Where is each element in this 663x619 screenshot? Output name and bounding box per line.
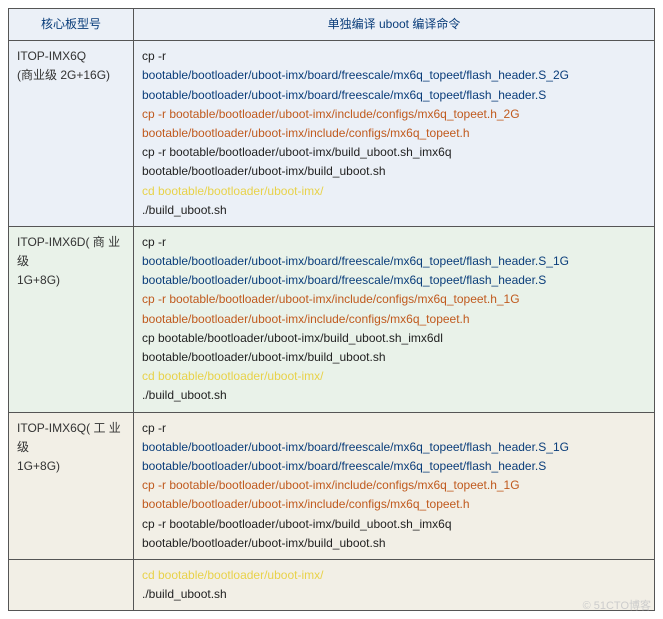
model-text: ITOP-IMX6Q( 工 业 级 xyxy=(17,421,121,454)
command-line: cd bootable/bootloader/uboot-imx/ xyxy=(142,566,646,585)
header-model: 核心板型号 xyxy=(9,9,134,41)
command-line: cp -r bootable/bootloader/uboot-imx/buil… xyxy=(142,515,646,534)
command-line: bootable/bootloader/uboot-imx/board/free… xyxy=(142,86,646,105)
model-text: ITOP-IMX6D( 商 业 级 xyxy=(17,235,120,268)
model-cell xyxy=(9,559,134,610)
command-line: cp -r xyxy=(142,419,646,438)
command-line: cd bootable/bootloader/uboot-imx/ xyxy=(142,367,646,386)
command-line: cp -r xyxy=(142,47,646,66)
command-line: bootable/bootloader/uboot-imx/include/co… xyxy=(142,495,646,514)
model-cell: ITOP-IMX6D( 商 业 级 1G+8G) xyxy=(9,226,134,412)
command-line: ./build_uboot.sh xyxy=(142,201,646,220)
command-line: ./build_uboot.sh xyxy=(142,386,646,405)
table-row: ITOP-IMX6Q(商业级 2G+16G)cp -rbootable/boot… xyxy=(9,41,655,227)
command-line: bootable/bootloader/uboot-imx/build_uboo… xyxy=(142,534,646,553)
model-cell: ITOP-IMX6Q (商业级 2G+16G) xyxy=(9,41,134,227)
command-line: bootable/bootloader/uboot-imx/board/free… xyxy=(142,438,646,457)
command-line: cp -r bootable/bootloader/uboot-imx/incl… xyxy=(142,105,646,124)
command-cell: cd bootable/bootloader/uboot-imx/./build… xyxy=(134,559,655,610)
model-text: 1G+8G) xyxy=(17,459,60,473)
command-cell: cp -rbootable/bootloader/uboot-imx/board… xyxy=(134,41,655,227)
command-line: bootable/bootloader/uboot-imx/build_uboo… xyxy=(142,162,646,181)
table-body: ITOP-IMX6Q(商业级 2G+16G)cp -rbootable/boot… xyxy=(9,41,655,611)
table-row: ITOP-IMX6Q( 工 业 级1G+8G)cp -rbootable/boo… xyxy=(9,412,655,559)
command-line: cp -r xyxy=(142,233,646,252)
uboot-compile-table: 核心板型号 单独编译 uboot 编译命令 ITOP-IMX6Q (商业级 2G+… xyxy=(8,8,655,611)
command-line: cp -r bootable/bootloader/uboot-imx/buil… xyxy=(142,143,646,162)
command-line: cd bootable/bootloader/uboot-imx/ xyxy=(142,182,646,201)
model-text: 1G+8G) xyxy=(17,273,60,287)
command-line: cp -r bootable/bootloader/uboot-imx/incl… xyxy=(142,476,646,495)
model-cell: ITOP-IMX6Q( 工 业 级 1G+8G) xyxy=(9,412,134,559)
command-line: bootable/bootloader/uboot-imx/board/free… xyxy=(142,271,646,290)
command-line: bootable/bootloader/uboot-imx/board/free… xyxy=(142,457,646,476)
command-line: cp bootable/bootloader/uboot-imx/build_u… xyxy=(142,329,646,348)
command-cell: cp -rbootable/bootloader/uboot-imx/board… xyxy=(134,412,655,559)
command-cell: cp -rbootable/bootloader/uboot-imx/board… xyxy=(134,226,655,412)
table-row: ITOP-IMX6D( 商 业 级1G+8G)cp -rbootable/boo… xyxy=(9,226,655,412)
header-row: 核心板型号 单独编译 uboot 编译命令 xyxy=(9,9,655,41)
command-line: bootable/bootloader/uboot-imx/board/free… xyxy=(142,66,646,85)
table-row: cd bootable/bootloader/uboot-imx/./build… xyxy=(9,559,655,610)
command-line: ./build_uboot.sh xyxy=(142,585,646,604)
command-line: cp -r bootable/bootloader/uboot-imx/incl… xyxy=(142,290,646,309)
model-text: (商业级 2G+16G) xyxy=(17,68,110,82)
model-text: ITOP-IMX6Q xyxy=(17,49,86,63)
command-line: bootable/bootloader/uboot-imx/board/free… xyxy=(142,252,646,271)
header-command: 单独编译 uboot 编译命令 xyxy=(134,9,655,41)
command-line: bootable/bootloader/uboot-imx/include/co… xyxy=(142,124,646,143)
command-line: bootable/bootloader/uboot-imx/include/co… xyxy=(142,310,646,329)
command-line: bootable/bootloader/uboot-imx/build_uboo… xyxy=(142,348,646,367)
